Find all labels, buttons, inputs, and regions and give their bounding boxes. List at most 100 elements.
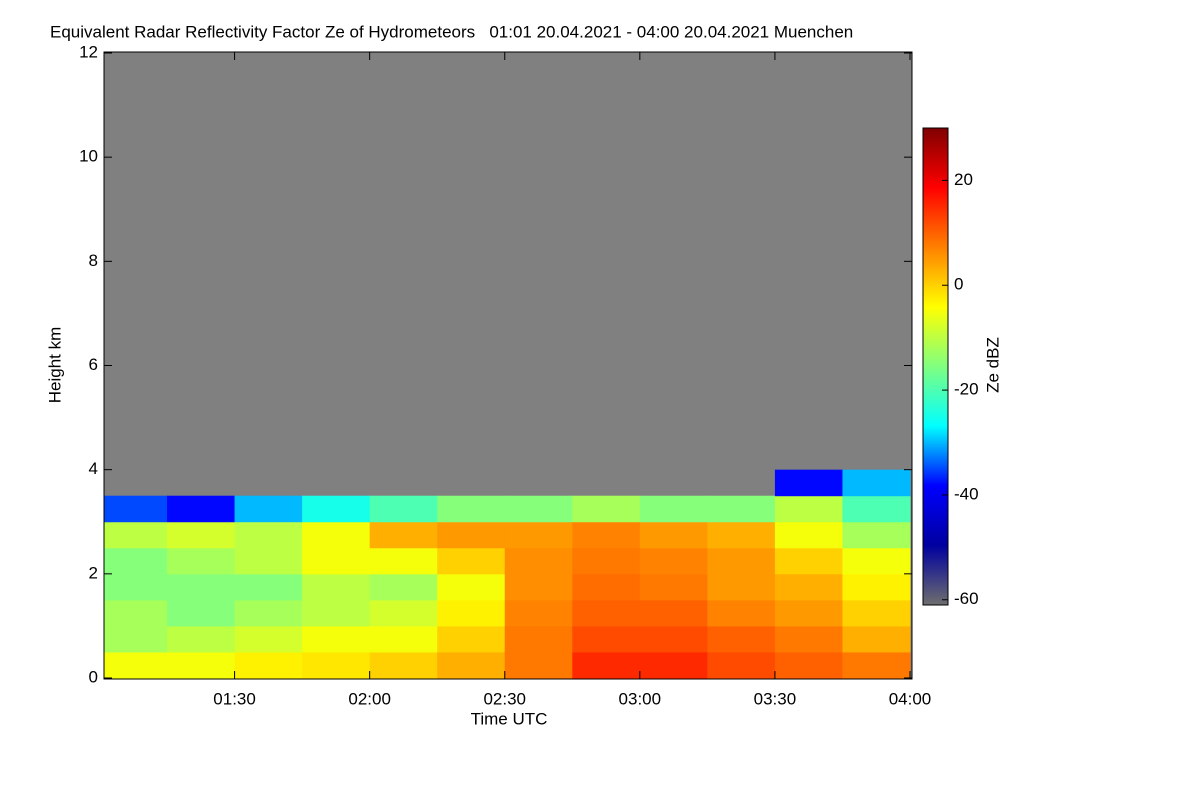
heatmap-cell [572,547,641,575]
heatmap-cell [167,625,236,653]
heatmap-cell [774,599,843,627]
y-tick-label: 8 [89,251,98,270]
heatmap-cell [774,547,843,575]
heatmap-cell [369,547,438,575]
x-axis-label: Time UTC [471,709,548,728]
heatmap-cell [639,625,708,653]
heatmap-cell [104,573,168,601]
heatmap-cell [774,651,843,679]
heatmap-cell [302,599,371,627]
heatmap-cell [842,495,911,523]
heatmap-cell [104,495,168,523]
y-axis-label: Height km [45,327,64,404]
x-tick-label: 02:00 [348,689,391,708]
heatmap-cell [369,599,438,627]
x-tick-label: 04:00 [889,689,932,708]
heatmap-cell [302,495,371,523]
heatmap-cell [369,651,438,679]
heatmap-cell [707,651,776,679]
heatmap-cell [437,651,506,679]
heatmap-cell [572,495,641,523]
heatmap-cell [774,495,843,523]
y-tick-label: 10 [79,147,98,166]
heatmap-cell [369,625,438,653]
colorbar [922,127,949,606]
chart-title: Equivalent Radar Reflectivity Factor Ze … [50,22,853,41]
heatmap-cell [774,625,843,653]
heatmap-cell [437,625,506,653]
heatmap-cell [437,573,506,601]
heatmap-cell [504,625,573,653]
y-tick-label: 0 [89,667,98,686]
heatmap-cell [369,573,438,601]
heatmap-cell [572,625,641,653]
heatmap-cell [572,573,641,601]
heatmap-cell [437,495,506,523]
heatmap-cell [167,573,236,601]
heatmap-cell [104,651,168,679]
heatmap-cell [774,469,843,497]
heatmap-cell [707,599,776,627]
heatmap-cell [234,625,303,653]
heatmap-cell [302,651,371,679]
heatmap-cell [639,573,708,601]
x-tick-label: 01:30 [213,689,256,708]
y-tick-label: 4 [89,459,98,478]
heatmap-cell [572,521,641,549]
heatmap-cell [437,599,506,627]
heatmap-cell [234,573,303,601]
x-tick-label: 02:30 [483,689,526,708]
heatmap-cell [504,599,573,627]
heatmap-cell [639,651,708,679]
heatmap-cell [707,625,776,653]
heatmap-cell [639,495,708,523]
heatmap-cell [104,521,168,549]
heatmap-cell [504,521,573,549]
heatmap-cell [234,599,303,627]
heatmap-cell [572,651,641,679]
heatmap-cell [437,521,506,549]
heatmap-cell [234,521,303,549]
heatmap-cell [167,599,236,627]
heatmap-cell [707,521,776,549]
colorbar-tick-label: 0 [954,275,963,294]
heatmap-cell [234,547,303,575]
colorbar-tick-label: -20 [954,380,979,399]
heatmap-cell [302,625,371,653]
heatmap-cell [842,599,911,627]
heatmap-cell [504,651,573,679]
heatmap-cell [842,651,911,679]
colorbar-tick-label: 20 [954,170,973,189]
x-tick-label: 03:30 [754,689,797,708]
heatmap [104,469,911,679]
heatmap-cell [437,547,506,575]
heatmap-cell [774,521,843,549]
colorbar-label: Ze dBZ [983,337,1002,393]
heatmap-cell [167,495,236,523]
heatmap-cell [104,599,168,627]
heatmap-cell [104,625,168,653]
heatmap-cell [842,521,911,549]
heatmap-cell [302,573,371,601]
heatmap-cell [167,651,236,679]
heatmap-cell [234,495,303,523]
colorbar-tick-label: -40 [954,484,979,503]
heatmap-cell [639,521,708,549]
heatmap-cell [842,547,911,575]
heatmap-cell [842,469,911,497]
y-tick-label: 2 [89,563,98,582]
heatmap-cell [639,547,708,575]
heatmap-cell [504,547,573,575]
x-tick-label: 03:00 [619,689,662,708]
heatmap-cell [707,495,776,523]
heatmap-cell [639,599,708,627]
heatmap-cell [167,521,236,549]
heatmap-cell [302,521,371,549]
heatmap-cell [707,573,776,601]
heatmap-cell [842,573,911,601]
heatmap-cell [167,547,236,575]
y-tick-label: 6 [89,355,98,374]
heatmap-cell [369,495,438,523]
heatmap-cell [302,547,371,575]
heatmap-cell [842,625,911,653]
